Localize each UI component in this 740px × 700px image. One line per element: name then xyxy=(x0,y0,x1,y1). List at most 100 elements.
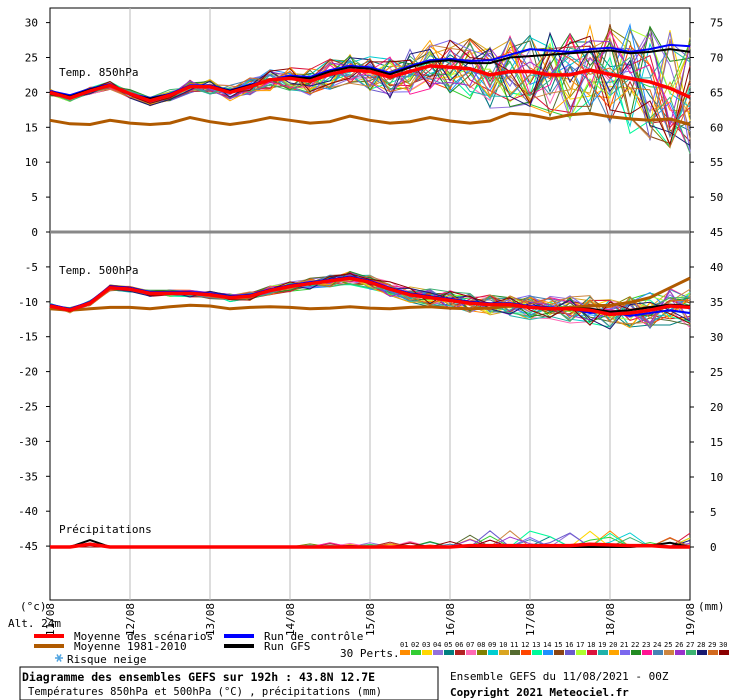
unit-right: (mm) xyxy=(698,600,725,613)
pert-id: 10 xyxy=(499,641,507,649)
pert-id: 28 xyxy=(697,641,705,649)
pert-id: 04 xyxy=(433,641,441,649)
pert-color-box xyxy=(697,650,707,655)
pert-color-box xyxy=(675,650,685,655)
y-left-tick-label: 25 xyxy=(25,52,38,65)
pert-color-box xyxy=(543,650,553,655)
y-left-tick-label: 15 xyxy=(25,121,38,134)
y-left-tick-label: 30 xyxy=(25,17,38,30)
pert-color-box xyxy=(422,650,432,655)
y-right-tick-label: 75 xyxy=(710,17,723,30)
x-tick-label: 17/08 xyxy=(524,603,537,636)
pert-color-box xyxy=(642,650,652,655)
pert-id: 25 xyxy=(664,641,672,649)
y-right-tick-label: 10 xyxy=(710,471,723,484)
y-left-tick-label: 0 xyxy=(31,226,38,239)
pert-id: 17 xyxy=(576,641,584,649)
y-left-tick-label: -30 xyxy=(18,435,38,448)
pert-color-box xyxy=(620,650,630,655)
pert-line-500 xyxy=(49,273,691,326)
label-t500: Temp. 500hPa xyxy=(59,264,138,277)
y-right-tick-label: 35 xyxy=(710,296,723,309)
pert-id: 02 xyxy=(411,641,419,649)
pert-color-box xyxy=(565,650,575,655)
y-left-tick-label: -10 xyxy=(18,296,38,309)
pert-color-box xyxy=(488,650,498,655)
y-right-tick-label: 25 xyxy=(710,366,723,379)
pert-id: 06 xyxy=(455,641,463,649)
x-tick-label: 15/08 xyxy=(364,603,377,636)
pert-color-box xyxy=(598,650,608,655)
x-tick-label: 13/08 xyxy=(204,603,217,636)
pert-id: 05 xyxy=(444,641,452,649)
pert-color-box xyxy=(477,650,487,655)
pert-color-box xyxy=(433,650,443,655)
series-850-moyenne-des-sc-narios xyxy=(49,64,691,103)
y-left-tick-label: -35 xyxy=(18,470,38,483)
perts-label: 30 Perts. xyxy=(340,647,400,660)
y-left-tick-label: -20 xyxy=(18,366,38,379)
y-right-tick-label: 5 xyxy=(710,506,717,519)
pert-color-box xyxy=(686,650,696,655)
pert-line-850 xyxy=(49,31,691,146)
pert-id: 19 xyxy=(598,641,606,649)
y-left-tick-label: -5 xyxy=(25,261,38,274)
x-tick-label: 12/08 xyxy=(124,603,137,636)
pert-id: 01 xyxy=(400,641,408,649)
label-t850: Temp. 850hPa xyxy=(59,66,138,79)
pert-id: 23 xyxy=(642,641,650,649)
y-left-tick-label: -45 xyxy=(18,540,38,553)
snowflake-icon xyxy=(55,654,63,662)
legend-label: Run GFS xyxy=(264,640,310,653)
y-right-tick-label: 45 xyxy=(710,226,723,239)
legend-label: Moyenne des scénarios xyxy=(74,630,213,643)
y-right-tick-label: 50 xyxy=(710,191,723,204)
series-500-moyenne-1981-2010 xyxy=(49,276,691,312)
snow-risk-label: Risque neige xyxy=(67,653,147,666)
pert-id: 08 xyxy=(477,641,485,649)
pert-line-500 xyxy=(49,270,691,323)
pert-color-box xyxy=(631,650,641,655)
pert-id: 20 xyxy=(609,641,617,649)
y-right-tick-label: 40 xyxy=(710,261,723,274)
pert-id: 11 xyxy=(510,641,518,649)
x-tick-label: 11/08 xyxy=(44,603,57,636)
pert-id: 26 xyxy=(675,641,683,649)
footer-subtitle: Températures 850hPa et 500hPa (°C) , pré… xyxy=(28,686,383,698)
pert-color-box xyxy=(609,650,619,655)
pert-color-box xyxy=(664,650,674,655)
pert-color-box xyxy=(554,650,564,655)
footer-title: Diagramme des ensembles GEFS sur 192h : … xyxy=(22,670,376,684)
pert-id: 21 xyxy=(620,641,628,649)
pert-color-box xyxy=(510,650,520,655)
pert-id: 30 xyxy=(719,641,727,649)
pert-id: 09 xyxy=(488,641,496,649)
y-right-tick-label: 70 xyxy=(710,52,723,65)
series-500-moyenne-des-sc-narios xyxy=(49,276,691,317)
pert-color-box xyxy=(708,650,718,655)
footer-box xyxy=(19,666,439,700)
pert-color-box xyxy=(411,650,421,655)
y-left-tick-label: -25 xyxy=(18,401,38,414)
y-left-tick-label: 10 xyxy=(25,156,38,169)
pert-color-box xyxy=(444,650,454,655)
y-left-tick-label: -15 xyxy=(18,331,38,344)
pert-color-box xyxy=(455,650,465,655)
pert-id: 16 xyxy=(565,641,573,649)
y-right-tick-label: 60 xyxy=(710,121,723,134)
pert-id: 15 xyxy=(554,641,562,649)
pert-color-box xyxy=(719,650,729,655)
altitude-label: Alt. 24m xyxy=(8,617,61,630)
pert-color-box xyxy=(653,650,663,655)
pert-color-box xyxy=(466,650,476,655)
pert-id: 29 xyxy=(708,641,716,649)
y-right-tick-label: 20 xyxy=(710,401,723,414)
y-right-tick-label: 30 xyxy=(710,331,723,344)
y-right-tick-label: 65 xyxy=(710,86,723,99)
run-date: Ensemble GEFS du 11/08/2021 - 00Z xyxy=(450,670,669,683)
unit-left: (°c) xyxy=(20,600,47,613)
pert-id: 13 xyxy=(532,641,540,649)
pert-color-box xyxy=(400,650,410,655)
pert-id: 03 xyxy=(422,641,430,649)
